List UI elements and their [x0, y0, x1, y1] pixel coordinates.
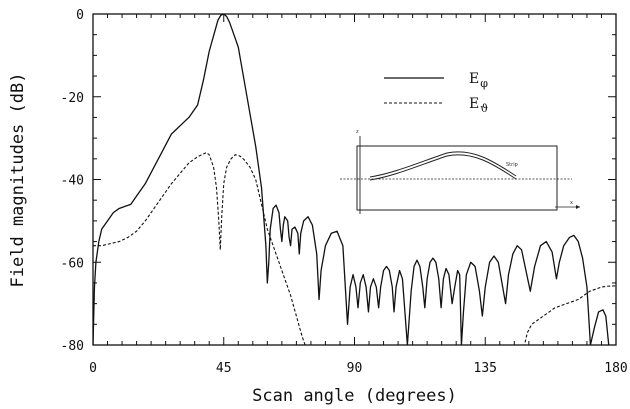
- inset-frame: [356, 145, 558, 211]
- legend-label-e-theta-sub: ϑ: [480, 102, 488, 115]
- inset-x-arrow-head: [576, 205, 580, 209]
- legend-label-e-phi-sub: φ: [480, 77, 488, 90]
- legend-label-e-theta-base: E: [469, 96, 479, 112]
- legend: Eφ Eϑ: [384, 71, 488, 115]
- inset-strip-outer: [369, 151, 517, 178]
- x-tick-label: 180: [604, 361, 627, 376]
- x-tick-label: 0: [89, 361, 97, 376]
- y-tick-labels: 0 -20 -40 -60 -80: [61, 8, 84, 354]
- inset-strip-label: Strip: [506, 162, 518, 168]
- legend-label-e-phi-base: E: [469, 71, 479, 87]
- series-e-theta-line: [93, 152, 616, 345]
- inset-x-label: x: [570, 200, 573, 206]
- minor-ticks: [92, 13, 617, 346]
- plot-frame: [92, 13, 617, 346]
- series-layer: [93, 14, 616, 345]
- x-tick-labels: 0 45 90 135 180: [89, 361, 628, 376]
- y-axis-title: Field magnitudes (dB): [8, 73, 28, 288]
- plot-area-border: [92, 13, 617, 346]
- inset-strip-inner: [369, 154, 517, 181]
- x-tick-label: 90: [347, 361, 363, 376]
- inset-diagram: z x Strip: [340, 129, 580, 214]
- y-tick-label: -80: [61, 339, 84, 354]
- legend-label-e-phi: Eφ: [469, 71, 488, 90]
- y-tick-label: -60: [61, 256, 84, 271]
- y-tick-label: -40: [61, 174, 84, 189]
- legend-label-e-theta: Eϑ: [469, 96, 488, 115]
- y-tick-label: -20: [61, 91, 84, 106]
- y-tick-label: 0: [76, 8, 84, 23]
- x-tick-label: 45: [216, 361, 232, 376]
- series-e-phi-line: [93, 14, 610, 345]
- x-axis-title: Scan angle (degrees): [252, 386, 457, 406]
- inset-z-label: z: [356, 129, 359, 135]
- x-tick-label: 135: [474, 361, 497, 376]
